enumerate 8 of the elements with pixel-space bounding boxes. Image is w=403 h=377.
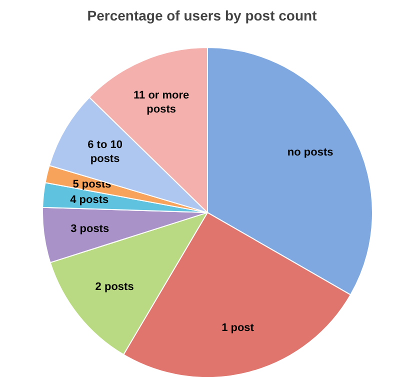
slice-label: 2 posts bbox=[95, 280, 134, 293]
slice-label: 4 posts bbox=[70, 194, 109, 206]
slice-label: 3 posts bbox=[70, 223, 110, 236]
slice-label: 6 to 10 posts bbox=[88, 138, 122, 166]
chart-title: Percentage of users by post count bbox=[87, 8, 318, 24]
slice-label: 1 post bbox=[222, 322, 254, 334]
slice-label: no posts bbox=[287, 146, 334, 159]
slice-label: 11 or more posts bbox=[134, 89, 190, 116]
